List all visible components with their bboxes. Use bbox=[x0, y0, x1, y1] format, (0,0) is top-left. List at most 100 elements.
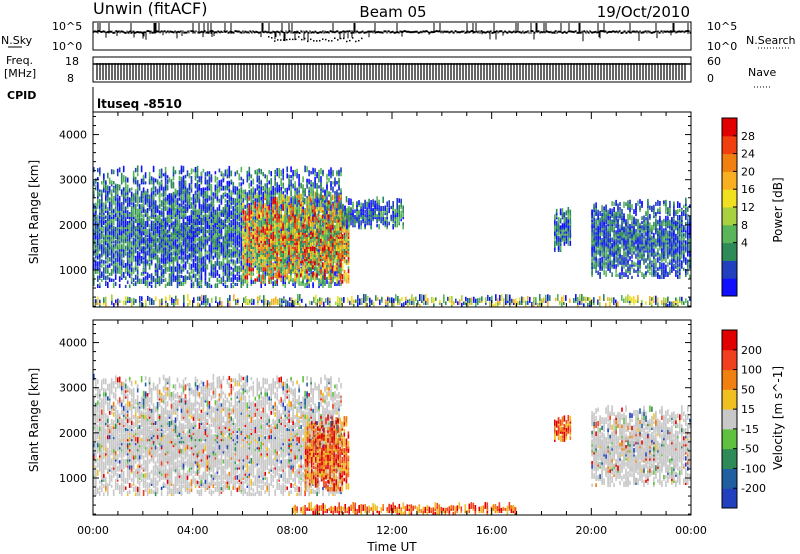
range-gate-cell bbox=[158, 169, 161, 173]
range-gate-cell bbox=[116, 247, 119, 252]
range-gate-cell bbox=[136, 217, 139, 221]
range-gate-cell bbox=[210, 207, 213, 211]
range-gate-cell bbox=[204, 176, 207, 183]
range-gate-cell bbox=[188, 272, 191, 278]
range-gate-cell bbox=[140, 204, 143, 209]
range-gate-cell bbox=[194, 172, 197, 177]
range-gate-cell bbox=[108, 235, 111, 240]
range-gate-cell bbox=[222, 269, 225, 276]
range-gate-cell bbox=[126, 256, 129, 260]
range-gate-cell bbox=[124, 219, 127, 226]
range-gate-cell bbox=[101, 264, 103, 268]
range-gate-cell bbox=[214, 251, 217, 258]
range-gate-cell bbox=[148, 180, 151, 185]
range-gate-cell bbox=[160, 200, 163, 207]
range-gate-cell bbox=[101, 249, 103, 254]
range-gate-cell bbox=[144, 198, 147, 205]
range-gate-cell bbox=[178, 269, 181, 274]
range-gate-cell bbox=[210, 211, 213, 217]
range-gate-cell bbox=[170, 266, 173, 272]
range-gate-cell bbox=[172, 202, 175, 207]
range-gate-cell bbox=[184, 203, 187, 209]
range-gate-cell bbox=[178, 203, 181, 207]
range-gate-cell bbox=[290, 190, 292, 197]
range-gate-cell bbox=[278, 192, 280, 199]
range-gate-cell bbox=[250, 253, 252, 258]
range-gate-cell bbox=[101, 204, 103, 211]
range-gate-cell bbox=[232, 246, 235, 250]
range-gate-cell bbox=[224, 263, 227, 270]
range-gate-cell bbox=[196, 169, 199, 177]
range-gate-cell bbox=[222, 261, 225, 266]
range-gate-cell bbox=[178, 187, 181, 193]
range-gate-cell bbox=[200, 247, 203, 252]
range-gate-cell bbox=[128, 284, 131, 289]
nsearch-sample bbox=[358, 39, 360, 42]
range-gate-cell bbox=[110, 237, 113, 242]
range-gate-cell bbox=[103, 211, 105, 215]
range-gate-cell bbox=[192, 268, 195, 274]
range-gate-cell bbox=[95, 238, 97, 244]
range-gate-cell bbox=[142, 187, 145, 193]
range-gate-cell bbox=[120, 172, 123, 179]
range-gate-cell bbox=[120, 208, 123, 215]
range-gate-cell bbox=[162, 239, 165, 246]
range-gate-cell bbox=[126, 262, 129, 270]
range-gate-cell bbox=[162, 221, 165, 226]
range-gate-cell bbox=[114, 246, 117, 250]
range-gate-cell bbox=[270, 185, 272, 191]
range-gate-cell bbox=[194, 275, 197, 282]
range-gate-cell bbox=[148, 171, 151, 179]
range-gate-cell bbox=[290, 197, 292, 203]
range-gate-cell bbox=[148, 205, 151, 209]
range-gate-cell bbox=[292, 202, 294, 207]
nsearch-sample bbox=[268, 36, 270, 38]
range-gate-cell bbox=[99, 267, 101, 272]
range-gate-cell bbox=[114, 207, 117, 213]
range-gate-cell bbox=[192, 249, 195, 254]
range-gate-cell bbox=[218, 244, 221, 252]
range-gate-cell bbox=[212, 216, 215, 223]
range-gate-cell bbox=[262, 186, 264, 191]
range-gate-cell bbox=[156, 240, 159, 244]
range-gate-cell bbox=[182, 205, 185, 209]
range-gate-cell bbox=[300, 182, 302, 189]
range-gate-cell bbox=[170, 195, 173, 201]
range-gate-cell bbox=[186, 170, 189, 177]
range-gate-cell bbox=[162, 278, 165, 282]
range-gate-cell bbox=[242, 227, 245, 233]
range-gate-cell bbox=[314, 181, 316, 189]
range-gate-cell bbox=[190, 263, 193, 270]
range-gate-cell bbox=[194, 210, 197, 217]
range-gate-cell bbox=[110, 225, 113, 230]
range-gate-cell bbox=[136, 267, 139, 274]
range-gate-cell bbox=[116, 227, 119, 232]
nsearch-sample bbox=[331, 40, 333, 42]
range-gate-cell bbox=[210, 174, 213, 181]
range-gate-cell bbox=[110, 193, 113, 197]
range-gate-cell bbox=[162, 237, 165, 242]
range-gate-cell bbox=[152, 227, 155, 232]
nsearch-sample bbox=[355, 40, 357, 43]
range-gate-cell bbox=[103, 184, 105, 189]
range-gate-cell bbox=[108, 257, 111, 262]
range-gate-cell bbox=[204, 264, 207, 268]
range-gate-cell bbox=[101, 189, 103, 195]
range-gate-cell bbox=[154, 281, 157, 288]
range-gate-cell bbox=[208, 171, 211, 175]
range-gate-cell bbox=[246, 192, 249, 199]
range-gate-cell bbox=[152, 196, 155, 201]
range-gate-cell bbox=[126, 184, 129, 191]
range-gate-cell bbox=[107, 225, 109, 230]
range-gate-cell bbox=[116, 258, 119, 262]
range-gate-cell bbox=[118, 218, 121, 226]
range-gate-cell bbox=[124, 284, 127, 288]
range-gate-cell bbox=[328, 169, 330, 177]
range-gate-cell bbox=[226, 180, 229, 185]
range-gate-cell bbox=[140, 217, 143, 224]
range-gate-cell bbox=[112, 262, 115, 266]
range-gate-cell bbox=[118, 252, 121, 258]
range-gate-cell bbox=[122, 259, 125, 266]
range-gate-cell bbox=[250, 271, 252, 276]
range-gate-cell bbox=[198, 264, 201, 272]
